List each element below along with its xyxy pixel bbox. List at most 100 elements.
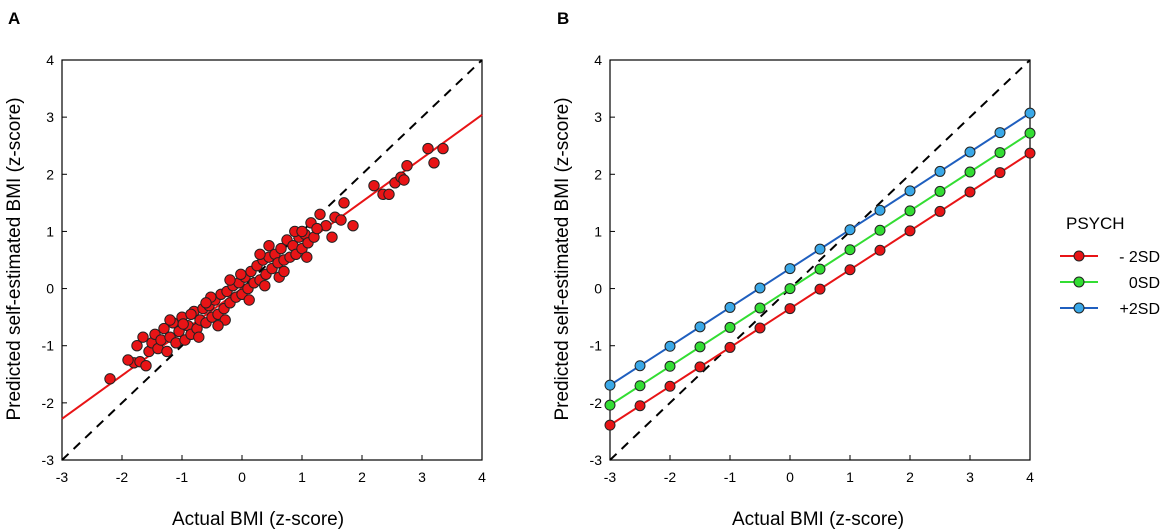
panel-b-series-3-point xyxy=(934,165,946,177)
panel-a-data-point xyxy=(177,318,189,330)
panel-b-plot-area xyxy=(609,59,1031,461)
panel-b-series-3-point xyxy=(1024,107,1036,119)
panel-b-series-3-point xyxy=(694,321,706,333)
panel-b-series-1-point xyxy=(1024,147,1036,159)
panel-b-series-2-point xyxy=(904,205,916,217)
panel-a-data-point xyxy=(275,242,287,255)
panel-a-data-point xyxy=(212,320,224,332)
panel-a-y-tick-label: -1 xyxy=(42,338,55,354)
panel-b-series-1-point xyxy=(994,167,1006,179)
panel-a-data-point xyxy=(259,280,271,292)
panel-b-series-2-point xyxy=(694,341,706,353)
panel-b-points xyxy=(604,107,1036,431)
panel-b-x-tick-label: 2 xyxy=(906,469,914,485)
panel-a-letter: A xyxy=(8,9,20,28)
panel-b-y-tick-label: 2 xyxy=(594,166,602,182)
panel-a-y-tick-label: -3 xyxy=(42,452,55,468)
panel-a-y-tick-label: 2 xyxy=(46,166,54,182)
panel-b: B -3 -2 -1 0 1 2 3 4 -3 -2 -1 0 1 2 3 4 Actual BMI (z-… xyxy=(552,9,1036,530)
panel-a-data-point xyxy=(314,208,326,220)
panel-b-series-3-point xyxy=(634,360,646,372)
panel-a-data-point xyxy=(326,231,338,243)
panel-a-data-point xyxy=(254,248,266,260)
panel-b-series-2-point xyxy=(754,302,766,314)
panel-b-series-2-point xyxy=(664,360,676,372)
panel-b-series-3-point xyxy=(814,243,826,255)
panel-a-y-tick-label: -2 xyxy=(42,395,55,411)
panel-a-x-tick-label: 4 xyxy=(478,469,486,485)
panel-b-series-1-point xyxy=(634,400,646,412)
panel-b-series-1-point xyxy=(694,361,706,373)
panel-b-series-3-point xyxy=(604,379,616,391)
panel-b-series-1-point xyxy=(844,264,856,276)
legend-marker-3 xyxy=(1073,302,1085,314)
panel-a-data-point xyxy=(235,268,247,280)
panel-b-y-tick-label: 4 xyxy=(594,52,602,68)
panel-b-series-3-point xyxy=(844,224,856,236)
panel-b-identity-line xyxy=(609,59,1031,461)
panel-b-series-1-point xyxy=(724,341,736,353)
panel-a-frame xyxy=(61,59,483,461)
panel-b-series-2-point xyxy=(1024,127,1036,139)
panel-b-series-2-point xyxy=(844,244,856,256)
panel-b-y-tick-label: -2 xyxy=(590,395,603,411)
panel-a-data-point xyxy=(311,222,323,235)
panel-b-x-axis-title: Actual BMI (z-score) xyxy=(732,509,904,530)
panel-b-series-1-point xyxy=(964,186,976,198)
panel-a-data-point xyxy=(368,180,380,192)
panel-b-series-1-point xyxy=(754,322,766,334)
panel-b-x-tick-label: -3 xyxy=(604,469,617,485)
panel-b-series-3-point xyxy=(724,301,736,313)
panel-b-series-1-point xyxy=(934,205,946,217)
panel-b-x-tick-label: 1 xyxy=(846,469,854,485)
panel-b-series-2-point xyxy=(814,263,826,275)
panel-a-x-tick-label: -1 xyxy=(176,469,189,485)
panel-a-data-point xyxy=(131,340,143,352)
panel-a-data-point xyxy=(296,225,308,238)
legend: PSYCH - 2SD 0SD +2SD xyxy=(1060,214,1160,318)
panel-a-y-tick-label: 0 xyxy=(46,281,54,297)
panel-a-data-point xyxy=(193,331,205,343)
legend-marker-2 xyxy=(1073,276,1085,288)
panel-b-series-2-point xyxy=(604,399,616,411)
panel-a-y-tick-label: 1 xyxy=(46,223,54,239)
panel-b-series-1-point xyxy=(814,283,826,295)
panel-a-data-point xyxy=(398,174,410,186)
panel-a-y-tick-labels: -3 -2 -1 0 1 2 3 4 xyxy=(42,52,55,468)
panel-b-y-axis-title: Predicted self-estimated BMI (z-score) xyxy=(552,97,573,420)
panel-b-series-1-point xyxy=(604,419,616,431)
panel-b-series-1-point xyxy=(874,244,886,256)
panel-b-series-3-point xyxy=(664,340,676,352)
legend-items: - 2SD 0SD +2SD xyxy=(1060,249,1160,318)
panel-b-y-tick-label: 1 xyxy=(594,223,602,239)
panel-a-data-point xyxy=(335,214,347,226)
panel-a-data-point xyxy=(137,331,149,343)
panel-a-x-tick-labels: -3 -2 -1 0 1 2 3 4 xyxy=(56,469,486,485)
panel-a-x-tick-label: -2 xyxy=(116,469,129,485)
panel-b-series-3-point xyxy=(874,204,886,216)
panel-a-data-point xyxy=(338,197,350,209)
panel-b-y-tick-label: -1 xyxy=(590,338,603,354)
panel-b-series-3-point xyxy=(964,146,976,158)
panel-b-series-2-point xyxy=(874,224,886,236)
legend-title: PSYCH xyxy=(1066,214,1125,233)
panel-a-data-point xyxy=(224,274,236,286)
panel-a-x-tick-label: 2 xyxy=(358,469,366,485)
panel-a-data-point xyxy=(164,314,176,326)
panel-a-y-axis-title: Predicted self-estimated BMI (z-score) xyxy=(4,97,25,420)
panel-a-data-point xyxy=(185,308,197,320)
legend-label-1: - 2SD xyxy=(1119,249,1160,266)
panel-a-data-point xyxy=(301,251,313,263)
panel-b-series-2-point xyxy=(964,166,976,178)
panel-a-data-point xyxy=(158,322,170,335)
panel-a: A -3 -2 -1 0 1 2 3 4 -3 -2 -1 0 1 2 3 4 Actual BMI (z-… xyxy=(4,9,486,530)
panel-b-x-tick-label: 0 xyxy=(786,469,794,485)
panel-b-y-tick-label: 0 xyxy=(594,281,602,297)
panel-b-letter: B xyxy=(557,9,569,28)
legend-label-2: 0SD xyxy=(1129,275,1160,292)
panel-b-x-tick-label: 3 xyxy=(966,469,974,485)
panel-a-data-point xyxy=(437,142,449,155)
panel-a-plot-area xyxy=(61,59,483,461)
panel-a-data-point xyxy=(243,294,255,306)
